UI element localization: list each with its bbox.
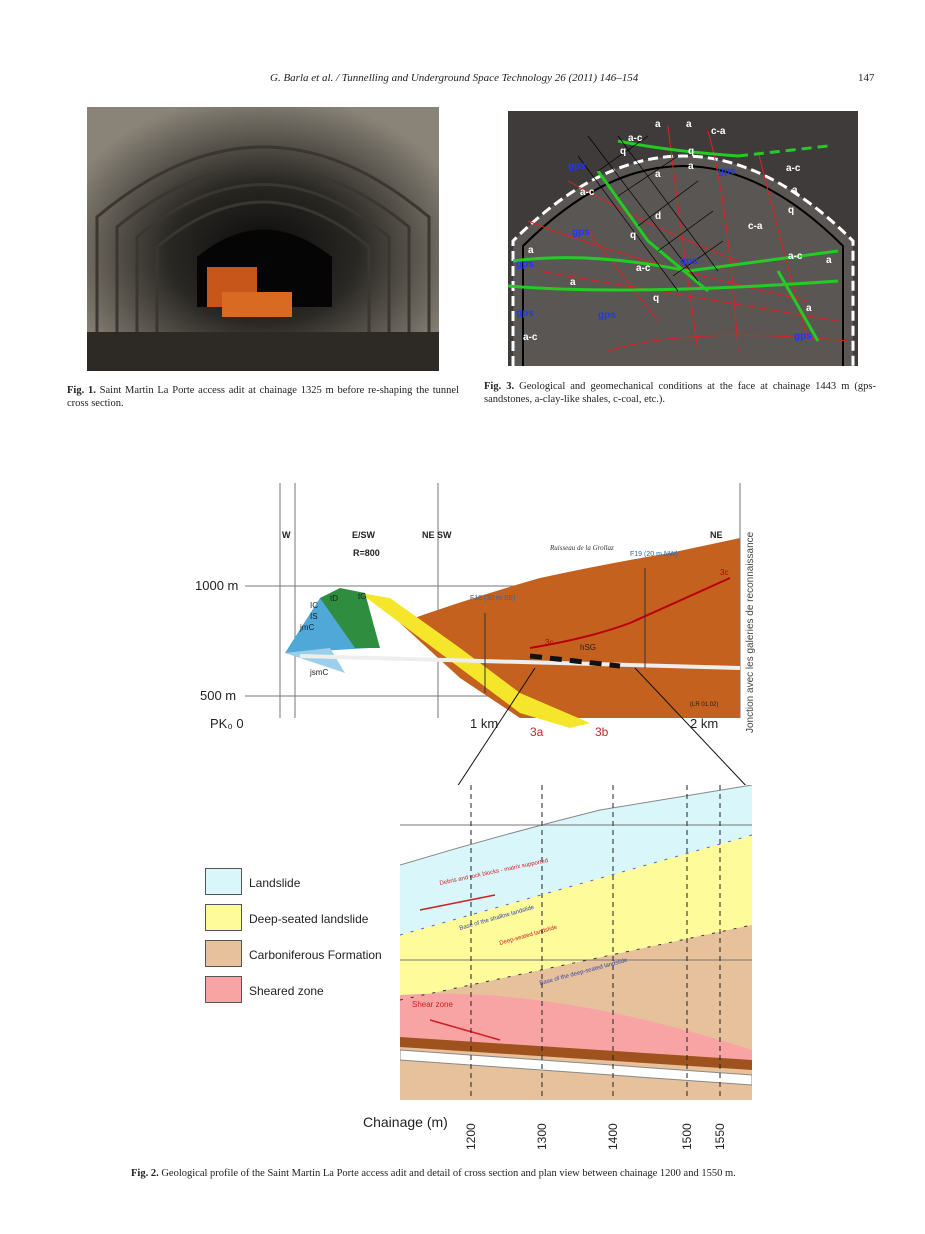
legend-swatch-carboniferous (205, 940, 242, 967)
profile-f19: F19 (20 m NW) (630, 551, 678, 558)
face-label: gps (568, 161, 586, 172)
face-label: a-c (628, 133, 643, 144)
unit-label: IS (310, 612, 318, 621)
profile-top-label: NE SW (422, 530, 452, 540)
face-label: a (686, 119, 692, 130)
face-label: a (570, 277, 576, 288)
unit-label: 3c (720, 568, 728, 577)
face-label: c-a (748, 221, 763, 232)
face-label: d (655, 211, 661, 222)
face-label: a-c (786, 163, 801, 174)
profile-top-label: W (282, 530, 291, 540)
face-label: a-c (580, 187, 595, 198)
fig1-text: Saint Martin La Porte access adit at cha… (67, 385, 460, 409)
profile-ref: (LR 01.02) (690, 702, 718, 708)
unit-label: IC (310, 601, 318, 610)
face-label: a (806, 303, 812, 314)
km2-label: 2 km (690, 716, 718, 731)
legend-label: Deep-seated landslide (249, 912, 369, 926)
unit-label: jsmC (309, 668, 328, 677)
face-label: a (655, 119, 661, 130)
face-label: a (826, 255, 832, 266)
face-label: gps (598, 310, 616, 321)
chainage-tick: 1200 (464, 1123, 478, 1150)
face-label: a (792, 185, 798, 196)
face-label: a (655, 169, 661, 180)
unit-label: hSG (580, 643, 596, 652)
fig3-text: Geological and geomechanical conditions … (484, 381, 876, 405)
unit-label: jmC (299, 623, 314, 632)
face-label: a (688, 161, 694, 172)
face-label: a-c (636, 263, 651, 274)
pk0-label: PK₀ 0 (210, 716, 244, 731)
running-title: G. Barla et al. / Tunnelling and Undergr… (270, 72, 639, 84)
chainage-tick: 1550 (713, 1123, 727, 1150)
fig2-detail-section: Debris and rock blocks - matrix supporte… (400, 785, 752, 1100)
profile-top-label: E/SW (352, 530, 376, 540)
detail-annotation: Shear zone (412, 1000, 453, 1009)
fig2-caption: Fig. 2. Geological profile of the Saint … (131, 1167, 831, 1180)
detail-connectors (454, 667, 751, 791)
legend-swatch-landslide (205, 868, 242, 895)
km1-label: 1 km (470, 716, 498, 731)
elevation-500: 500 m (200, 688, 236, 703)
profile-f18: F18 (30 m SE) (470, 595, 516, 602)
face-label: a-c (523, 332, 538, 343)
elevation-1000: 1000 m (195, 578, 238, 593)
face-label: q (620, 146, 626, 157)
legend-label: Carboniferous Formation (249, 948, 382, 962)
profile-top-label: NE (710, 530, 723, 540)
fig2-label: Fig. 2. (131, 1168, 159, 1179)
fig1-label: Fig. 1. (67, 385, 96, 396)
legend-label: Landslide (249, 876, 301, 890)
fig2-text: Geological profile of the Saint Martin L… (161, 1168, 736, 1179)
fig1-caption: Fig. 1. Saint Martin La Porte access adi… (67, 384, 459, 410)
profile-stream: Ruisseau de la Grollaz (549, 544, 614, 552)
face-label: a (528, 245, 534, 256)
fig3-label: Fig. 3. (484, 381, 515, 392)
chainage-tick: 1500 (680, 1123, 694, 1150)
legend-swatch-deep-seated (205, 904, 242, 931)
legend-label: Sheared zone (249, 984, 324, 998)
unit-label: tG (358, 592, 366, 601)
chainage-tick: 1400 (606, 1123, 620, 1150)
unit-label: 3c (545, 638, 553, 647)
chainage-tick: 1300 (535, 1123, 549, 1150)
fig3-face-map: a a c-a a-c q q gps a a gps a-c a a-c q … (508, 111, 858, 366)
face-label: gps (718, 166, 736, 177)
page-number: 147 (858, 72, 875, 84)
face-label: q (630, 230, 636, 241)
face-label: gps (680, 256, 698, 267)
chainage-title: Chainage (m) (363, 1114, 448, 1130)
fig2-profile: W E/SW NE SW NE R=800 Ruisseau de la Gro… (195, 483, 756, 739)
face-label: q (653, 293, 659, 304)
fault-label: 3b (595, 725, 609, 739)
profile-junction: Jonction avec les galeries de reconnaiss… (745, 531, 756, 733)
profile-radius: R=800 (353, 548, 380, 558)
face-label: a-c (788, 251, 803, 262)
face-label: q (688, 146, 694, 157)
fig1-photo (87, 107, 439, 371)
fig3-caption: Fig. 3. Geological and geomechanical con… (484, 380, 876, 406)
face-label: q (788, 205, 794, 216)
face-label: gps (516, 259, 534, 270)
face-label: c-a (711, 126, 726, 137)
face-label: gps (794, 331, 812, 342)
face-label: gps (516, 308, 534, 319)
fault-label: 3a (530, 725, 544, 739)
face-label: gps (572, 227, 590, 238)
legend-swatch-sheared (205, 976, 242, 1003)
unit-label: tD (330, 594, 338, 603)
